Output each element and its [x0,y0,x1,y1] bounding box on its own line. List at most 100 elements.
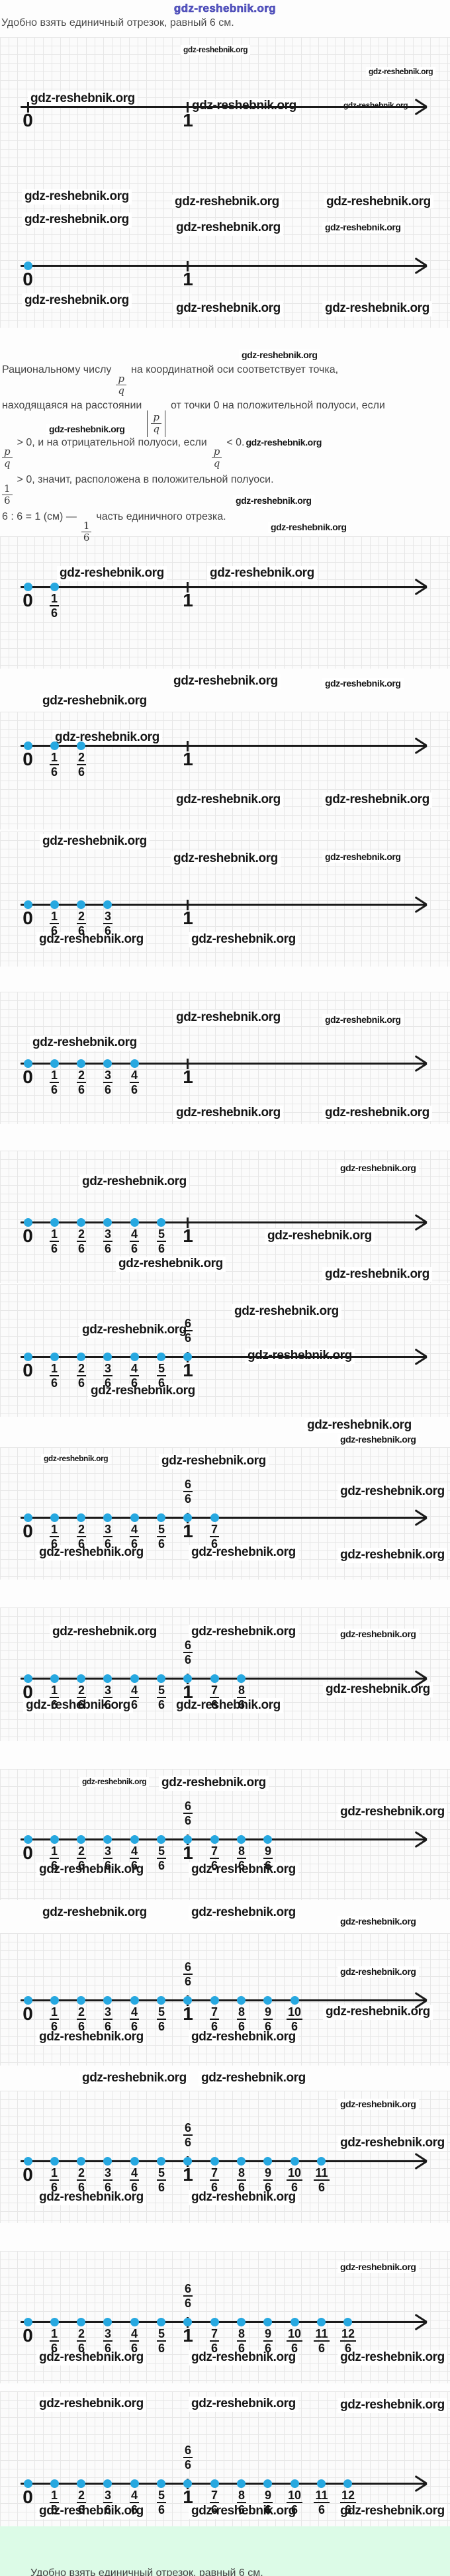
watermark-text: gdz-reshebnik.org [22,189,132,205]
axis-line [21,1517,427,1519]
watermark-text: gdz-reshebnik.org [189,1625,298,1640]
point-dot-3-6 [103,1835,112,1844]
watermark-text: gdz-reshebnik.org [28,91,138,107]
tick-mark-1 [187,741,189,751]
footer-highlight-block: Удобно взять единичный отрезок, равный 6… [0,2526,450,2576]
point-dot-8-6 [237,2479,246,2488]
axis-label-0: 0 [22,1067,33,1087]
fraction-label-11-6: 11 6 [314,2489,330,2516]
axis-line [21,586,427,588]
point-dot-2-6 [77,1353,85,1361]
point-dot-1-6 [50,2318,59,2326]
point-dot-1-6 [50,1513,59,1522]
point-dot-11-6 [317,2479,326,2488]
watermark-text: gdz-reshebnik.org [52,730,162,745]
point-dot-11-6 [317,2318,326,2326]
point-dot-4-6 [130,1674,139,1683]
point-dot-3-6 [103,1513,112,1522]
point-dot-4-6 [130,1059,139,1068]
axis-label-1: 1 [183,269,193,289]
point-dot-6-6 [183,2318,192,2326]
watermark-text: gdz-reshebnik.org [189,1905,298,1921]
axis-line [21,904,427,906]
watermark-text: gdz-reshebnik.org [199,2071,308,2086]
point-dot-2-6 [77,1513,85,1522]
point-dot-0 [24,1513,32,1522]
watermark-text: gdz-reshebnik.org [323,2005,433,2020]
watermark-text: gdz-reshebnik.org [338,2262,419,2273]
axis-label-1: 1 [183,2487,193,2507]
point-dot-9-6 [263,1996,272,2005]
point-dot-3-6 [103,2318,112,2326]
watermark-text: gdz-reshebnik.org [40,834,150,849]
watermark-text: gdz-reshebnik.org [324,195,433,210]
watermark-text: gdz-reshebnik.org [173,301,283,316]
point-dot-6-6 [183,1996,192,2005]
watermark-text: gdz-reshebnik.org [265,1229,375,1244]
axis-label-1: 1 [183,1521,193,1541]
point-dot-1-6 [50,1218,59,1227]
point-dot-2-6 [77,2318,85,2326]
point-dot-4-6 [130,1353,139,1361]
watermark-text: gdz-reshebnik.org [322,1106,432,1121]
watermark-text: gdz-reshebnik.org [173,1106,283,1121]
number-line-figure-14: gdz-reshebnik.org gdz-reshebnik.org gdz-re… [0,2251,450,2383]
point-dot-1-6 [50,583,59,591]
point-dot-6-6 [183,1513,192,1522]
number-line-figure-6: gdz-reshebnik.org gdz-reshebnik.org gdz-re… [0,992,450,1124]
intro-text: Удобно взять единичный отрезок, равный 6… [1,17,234,28]
point-dot-8-6 [237,1674,246,1683]
point-dot-12-6 [343,2479,352,2488]
axis-line [21,2160,427,2162]
point-dot-7-6 [210,1835,219,1844]
axis-label-0: 0 [22,1225,33,1246]
watermark-text: gdz-reshebnik.org [173,1698,283,1713]
watermark-text: gdz-reshebnik.org [338,1163,419,1174]
point-dot-7-6 [210,2479,219,2488]
watermark-text: gdz-reshebnik.org [116,1257,226,1272]
axis-label-0: 0 [22,110,33,130]
number-line-figure-12: gdz-reshebnik.org gdz-reshebnik.org gdz-re… [0,1933,450,2066]
watermark-text: gdz-reshebnik.org [79,1777,150,1788]
point-dot-9-6 [263,2318,272,2326]
point-dot-4-6 [130,2318,139,2326]
number-line-figure-7: gdz-reshebnik.org gdz-reshebnik.org gdz-re… [0,1151,450,1283]
theory-line-5: 6 : 6 = 1 (см) —1 6 часть единичного отрез… [2,511,226,544]
watermark-text: gdz-reshebnik.org [171,851,281,867]
watermark-text: gdz-reshebnik.org [23,1698,133,1713]
point-dot-6-6 [183,2157,192,2166]
tick-mark-1 [187,261,189,271]
point-dot-9-6 [263,2157,272,2166]
watermark-text: gdz-reshebnik.org [30,1035,140,1051]
number-line-figure-5: gdz-reshebnik.org gdz-reshebnik.org gdz-re… [0,832,450,967]
